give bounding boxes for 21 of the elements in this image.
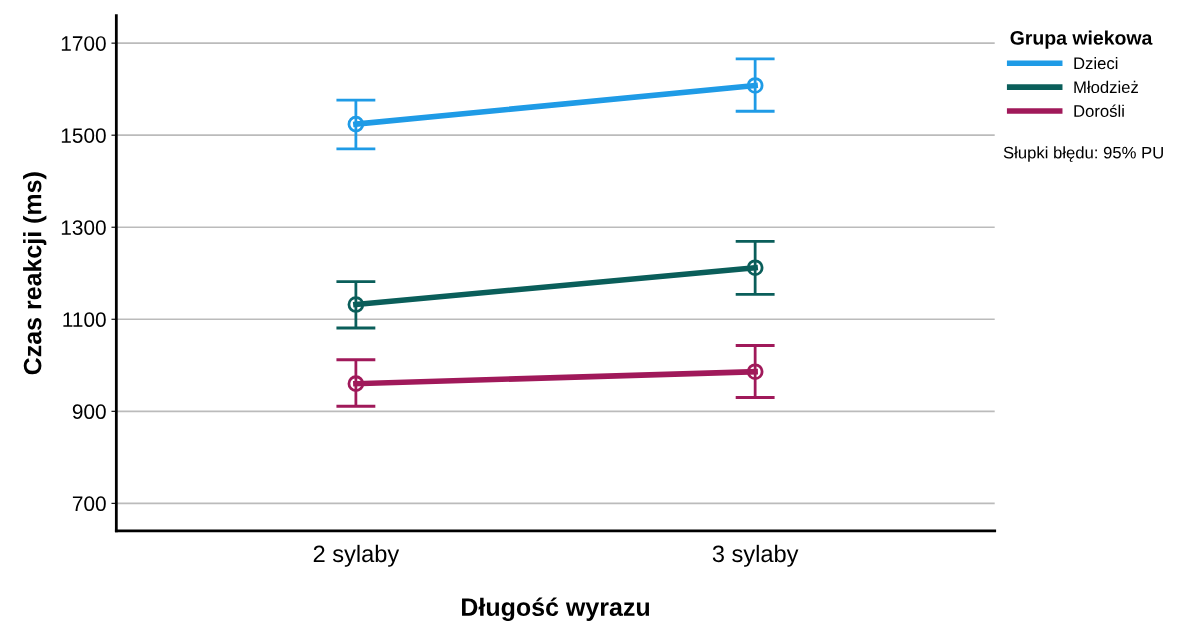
- point: [347, 375, 365, 393]
- x-tick-label: 2 sylaby: [313, 544, 400, 567]
- y-tick-label: 700: [72, 496, 106, 512]
- y-tick-label: 1300: [61, 220, 106, 235]
- legend-label: Dzieci: [1074, 56, 1118, 70]
- point: [746, 363, 764, 381]
- point: [746, 77, 764, 94]
- x-axis-title: Długość wyrazu: [462, 597, 650, 621]
- legend-title: Grupa wiekowa: [1010, 30, 1153, 49]
- point: [746, 259, 764, 277]
- y-tick-label: 1700: [61, 36, 106, 51]
- y-axis-title: Czas reakcji (ms): [23, 172, 47, 375]
- y-tick-label: 1500: [61, 128, 106, 143]
- legend-label: Młodzież: [1074, 80, 1138, 94]
- point: [347, 115, 365, 133]
- text: Słupki błędu: 95% PU: [1003, 146, 1163, 162]
- point: [347, 296, 365, 313]
- x-tick-label: 3 sylaby: [712, 544, 799, 567]
- y-tick-label: 1100: [63, 312, 106, 328]
- legend-label: Dorośli: [1074, 104, 1124, 117]
- y-tick-label: 900: [72, 404, 106, 420]
